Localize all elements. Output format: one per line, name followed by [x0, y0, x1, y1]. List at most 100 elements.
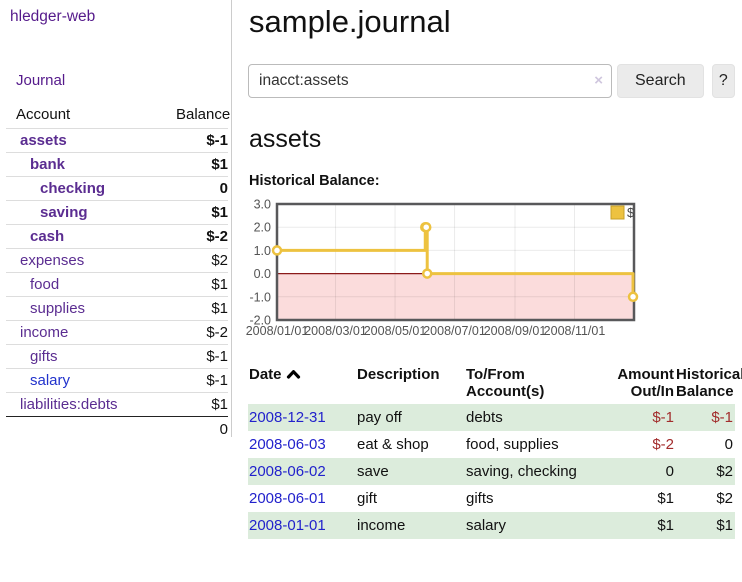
- sidebar-account-food[interactable]: food: [30, 276, 60, 293]
- account-row: gifts $-1: [6, 344, 228, 369]
- transaction-description: pay off: [357, 409, 402, 426]
- sidebar-account-supplies[interactable]: supplies: [30, 300, 86, 317]
- search-button[interactable]: Search: [617, 64, 704, 98]
- account-row: income $-2: [6, 320, 228, 345]
- account-balance: $-1: [206, 372, 228, 389]
- sidebar-account-liabilities-debts[interactable]: liabilities:debts: [20, 396, 118, 413]
- transaction-description: gift: [357, 490, 378, 507]
- sidebar-account-salary[interactable]: salary: [30, 372, 71, 389]
- x-axis-label: 2008/01/01: [246, 324, 309, 338]
- transaction-balance: $1: [716, 517, 733, 534]
- help-button[interactable]: ?: [711, 64, 735, 98]
- transaction-description: eat & shop: [357, 436, 429, 453]
- transaction-accounts: debts: [466, 409, 503, 426]
- y-axis-label: 0.0: [254, 267, 271, 281]
- accounts-total-value: 0: [219, 421, 228, 438]
- account-balance: 0: [219, 180, 228, 197]
- transaction-balance: $2: [716, 463, 733, 480]
- sidebar-account-income[interactable]: income: [20, 324, 69, 341]
- transaction-balance: $2: [716, 490, 733, 507]
- sidebar-account-bank[interactable]: bank: [30, 156, 66, 173]
- search-bar: × Search ?: [248, 64, 735, 98]
- register-col-accounts: To/From Account(s): [466, 366, 545, 400]
- app-brand-link[interactable]: hledger-web: [10, 8, 96, 25]
- legend-label: $: [627, 205, 635, 220]
- chart-canvas[interactable]: $3.0 2.0 1.0 0.0 -1.0 -2.02008/01/012008/03/0…: [246, 198, 735, 340]
- sidebar-account-saving[interactable]: saving: [40, 204, 88, 221]
- account-balance: $2: [211, 252, 228, 269]
- transaction-description: save: [357, 463, 389, 480]
- accounts-table: Account Balance assets $-1 bank $1 checking 0…: [6, 103, 231, 442]
- y-axis-label: 2.0: [254, 221, 271, 235]
- account-row: bank $1: [6, 152, 228, 177]
- transaction-accounts: gifts: [466, 490, 494, 507]
- register-row: 2008-01-01 income salary $1 $1: [248, 512, 735, 539]
- transaction-amount: 0: [665, 463, 674, 480]
- historical-balance-chart[interactable]: $3.0 2.0 1.0 0.0 -1.0 -2.0 2008/01/01 2008/03/0…: [246, 198, 735, 340]
- account-row: cash $-2: [6, 224, 228, 249]
- account-balance: $-2: [206, 228, 228, 245]
- account-row: salary $-1: [6, 368, 228, 393]
- transaction-date-link[interactable]: 2008-01-01: [249, 517, 326, 534]
- clear-search-icon[interactable]: ×: [594, 72, 603, 89]
- account-row: expenses $2: [6, 248, 228, 273]
- account-balance: $1: [211, 276, 228, 293]
- accounts-col-balance: Balance: [176, 106, 231, 123]
- search-input[interactable]: [248, 64, 612, 98]
- register-row: 2008-06-02 save saving, checking 0 $2: [248, 458, 735, 485]
- sidebar-account-gifts[interactable]: gifts: [30, 348, 58, 365]
- account-heading: assets: [249, 125, 322, 153]
- transaction-balance: $-1: [711, 409, 733, 426]
- transaction-date-link[interactable]: 2008-06-02: [249, 463, 326, 480]
- register-row: 2008-06-03 eat & shop food, supplies $-2 0: [248, 431, 735, 458]
- x-axis-label: 2008/03/01: [304, 324, 367, 338]
- register-row: 2008-12-31 pay off debts $-1 $-1: [248, 404, 735, 431]
- register-row: 2008-06-01 gift gifts $1 $2: [248, 485, 735, 512]
- sidebar-account-expenses[interactable]: expenses: [20, 252, 85, 269]
- data-point: [627, 291, 639, 303]
- transaction-description: income: [357, 517, 406, 534]
- transaction-accounts: salary: [466, 517, 507, 534]
- sidebar-account-cash[interactable]: cash: [30, 228, 65, 245]
- sidebar-item-journal[interactable]: Journal: [16, 72, 66, 89]
- account-row: checking 0: [6, 176, 228, 201]
- main-content: sample.journal × Search ? assets Histori…: [246, 0, 742, 539]
- register-header-row: Date Description To/From Account(s) Amou…: [248, 363, 742, 404]
- sidebar: hledger-web Journal Account Balance asse…: [0, 0, 232, 438]
- account-row: assets $-1: [6, 128, 228, 153]
- register-col-date[interactable]: Date: [248, 363, 356, 404]
- sidebar-account-assets[interactable]: assets: [20, 132, 67, 149]
- register-col-description: Description: [357, 366, 440, 383]
- negative-region: [277, 273, 634, 320]
- y-axis-label: -1.0: [249, 290, 271, 304]
- x-axis-label: 2008/11/01: [544, 324, 606, 338]
- account-row: supplies $1: [6, 296, 228, 321]
- x-axis-label: 2008/09/01: [484, 324, 547, 338]
- register-table: Date Description To/From Account(s) Amou…: [248, 363, 742, 539]
- account-balance: $1: [211, 204, 228, 221]
- accounts-header-row: Account Balance: [6, 103, 231, 129]
- data-point: [420, 221, 432, 233]
- page-title: sample.journal: [249, 4, 451, 39]
- account-balance: $-1: [206, 348, 228, 365]
- transaction-date-link[interactable]: 2008-12-31: [249, 409, 326, 426]
- transaction-amount: $-1: [652, 409, 674, 426]
- y-axis-label: 3.0: [254, 198, 271, 212]
- plot-border: [275, 202, 636, 322]
- sidebar-account-checking[interactable]: checking: [40, 180, 106, 197]
- y-axis-label: -2.0: [249, 314, 271, 328]
- y-axis-label: 1.0: [254, 244, 271, 258]
- account-balance: $1: [211, 396, 228, 413]
- account-balance: $-2: [206, 324, 228, 341]
- account-balance: $1: [211, 300, 228, 317]
- register-col-balance: Historical Balance: [676, 366, 742, 400]
- transaction-date-link[interactable]: 2008-06-01: [249, 490, 326, 507]
- transaction-date-link[interactable]: 2008-06-03: [249, 436, 326, 453]
- data-point: [271, 245, 283, 256]
- x-axis-label: 2008/07/01: [423, 324, 486, 338]
- account-balance: $1: [211, 156, 228, 173]
- account-balance: $-1: [206, 132, 228, 149]
- account-row: liabilities:debts $1: [6, 392, 228, 417]
- sort-ascending-icon: [286, 370, 300, 379]
- search-box: ×: [248, 64, 612, 98]
